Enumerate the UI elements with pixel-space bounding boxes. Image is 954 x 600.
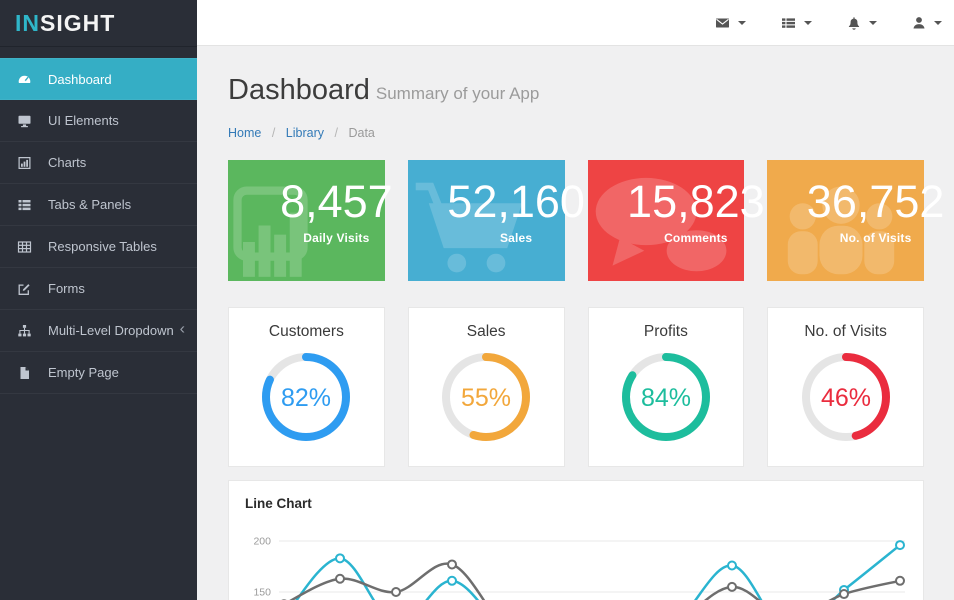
- line-chart: 200150100500: [253, 536, 905, 600]
- donut-percent: 82%: [281, 384, 331, 412]
- stat-label: Sales: [499, 230, 533, 245]
- sidebar-item-charts[interactable]: Charts: [0, 142, 197, 184]
- stat-value: 36,752: [806, 176, 945, 227]
- donut-title: No. of Visits: [804, 323, 887, 340]
- sidebar-item-tabs-panels[interactable]: Tabs & Panels: [0, 184, 197, 226]
- bell-icon: [846, 15, 862, 31]
- page-title: Dashboard Summary of your App: [228, 72, 924, 112]
- svg-text:200: 200: [253, 536, 271, 548]
- sidebar-item-label: Tabs & Panels: [48, 197, 132, 212]
- sidebar-item-empty-page[interactable]: Empty Page: [0, 352, 197, 394]
- sidebar-item-label: UI Elements: [48, 113, 119, 128]
- stats-row: 8,457 Daily Visits 52,160 Sales: [228, 160, 944, 281]
- caret-down-icon: [869, 20, 877, 25]
- stat-text: 8,457 Daily Visits: [228, 177, 445, 245]
- sidebar-item-label: Multi-Level Dropdown: [48, 323, 174, 338]
- users-watermark-icon: [788, 186, 895, 275]
- donut-chart-profits: 84%: [621, 353, 710, 441]
- donut-percent: 84%: [641, 384, 691, 412]
- sitemap-icon: [17, 324, 33, 338]
- stat-label: No. of Visits: [839, 230, 912, 245]
- list-dropdown-toggle[interactable]: [780, 15, 812, 31]
- sidebar-item-dashboard[interactable]: Dashboard: [0, 58, 197, 100]
- donut-title: Profits: [643, 323, 688, 340]
- breadcrumb-current: Data: [348, 126, 375, 140]
- user-dropdown-toggle[interactable]: [911, 15, 942, 31]
- stat-value: 52,160: [447, 176, 585, 227]
- bar-chart-icon: [17, 156, 33, 170]
- svg-text:150: 150: [253, 587, 271, 599]
- breadcrumb: Home / Library / Data: [228, 126, 924, 140]
- cart-watermark-icon: [415, 182, 522, 273]
- sidebar-item-label: Empty Page: [48, 365, 119, 380]
- stat-text: 36,752 No. of Visits: [767, 177, 954, 245]
- sidebar-item-multi-level-dropdown[interactable]: Multi-Level Dropdown ‹: [0, 310, 197, 352]
- edit-icon: [17, 282, 33, 296]
- donut-title: Customers: [268, 323, 344, 340]
- table-icon: [17, 240, 33, 254]
- sidebar: INSIGHT Dashboard UI Elements Charts: [0, 0, 197, 600]
- user-icon: [911, 15, 927, 31]
- comments-watermark-icon: [595, 177, 726, 272]
- bar-chart-watermark-icon: [233, 186, 308, 277]
- donut-card-profits: Profits 84%: [587, 307, 745, 467]
- stat-value: 15,823: [627, 176, 765, 227]
- page-subtitle: Summary of your App: [375, 84, 540, 103]
- sidebar-item-forms[interactable]: Forms: [0, 268, 197, 310]
- mail-icon: [714, 15, 731, 31]
- stat-tile-daily-visits: 8,457 Daily Visits: [228, 160, 393, 281]
- mail-dropdown-toggle[interactable]: [714, 15, 746, 31]
- stat-tile-no-of-visits: 36,752 No. of Visits: [767, 160, 944, 281]
- file-icon: [17, 366, 33, 380]
- sidebar-item-label: Forms: [48, 281, 85, 296]
- sidebar-item-label: Charts: [48, 155, 87, 170]
- donut-chart-no-of-visits: 46%: [801, 353, 890, 441]
- donut-chart-customers: 82%: [262, 353, 351, 441]
- tasks-icon: [17, 198, 33, 212]
- breadcrumb-separator: /: [271, 126, 276, 140]
- donut-row: Customers 82% Sales 55% Profits: [228, 307, 924, 467]
- donut-title: Sales: [466, 323, 506, 340]
- sidebar-item-label: Dashboard: [48, 71, 112, 87]
- list-icon: [780, 15, 797, 31]
- caret-down-icon: [804, 20, 812, 25]
- stat-text: 52,160 Sales: [408, 177, 625, 245]
- chevron-left-icon: ‹: [179, 320, 185, 338]
- sidebar-menu: Dashboard UI Elements Charts Tabs & Pane…: [0, 58, 197, 394]
- app-logo: INSIGHT: [0, 0, 197, 47]
- caret-down-icon: [934, 20, 942, 25]
- stat-text: 15,823 Comments: [588, 177, 805, 245]
- caret-down-icon: [738, 20, 746, 25]
- donut-card-no-of-visits: No. of Visits 46%: [767, 307, 924, 467]
- donut-percent: 55%: [461, 384, 511, 412]
- notifications-dropdown-toggle[interactable]: [846, 15, 877, 31]
- donut-chart-sales: 55%: [442, 353, 531, 441]
- logo-accent: IN: [15, 10, 40, 36]
- logo-rest: SIGHT: [40, 10, 116, 36]
- breadcrumb-home-link[interactable]: Home: [228, 126, 262, 140]
- dashboard-icon: [17, 72, 33, 86]
- sidebar-item-ui-elements[interactable]: UI Elements: [0, 100, 197, 142]
- breadcrumb-library-link[interactable]: Library: [285, 126, 325, 140]
- donut-percent: 46%: [821, 384, 871, 412]
- topbar: [197, 0, 954, 46]
- stat-label: Comments: [664, 230, 728, 245]
- stat-tile-comments: 15,823 Comments: [587, 160, 765, 281]
- donut-card-sales: Sales 55%: [407, 307, 565, 467]
- stat-value: 8,457: [280, 176, 393, 227]
- stat-tile-sales: 52,160 Sales: [407, 160, 585, 281]
- line-chart-panel: Line Chart 200150100500: [228, 480, 924, 600]
- page-title-text: Dashboard: [228, 74, 370, 106]
- stat-label: Daily Visits: [303, 230, 370, 245]
- monitor-icon: [17, 114, 33, 128]
- line-chart-title: Line Chart: [245, 496, 312, 511]
- donut-card-customers: Customers 82%: [228, 307, 385, 467]
- breadcrumb-separator: /: [334, 126, 338, 140]
- sidebar-item-label: Responsive Tables: [48, 239, 157, 254]
- sidebar-item-responsive-tables[interactable]: Responsive Tables: [0, 226, 197, 268]
- main-content: Dashboard Summary of your App Home / Libr…: [197, 46, 954, 600]
